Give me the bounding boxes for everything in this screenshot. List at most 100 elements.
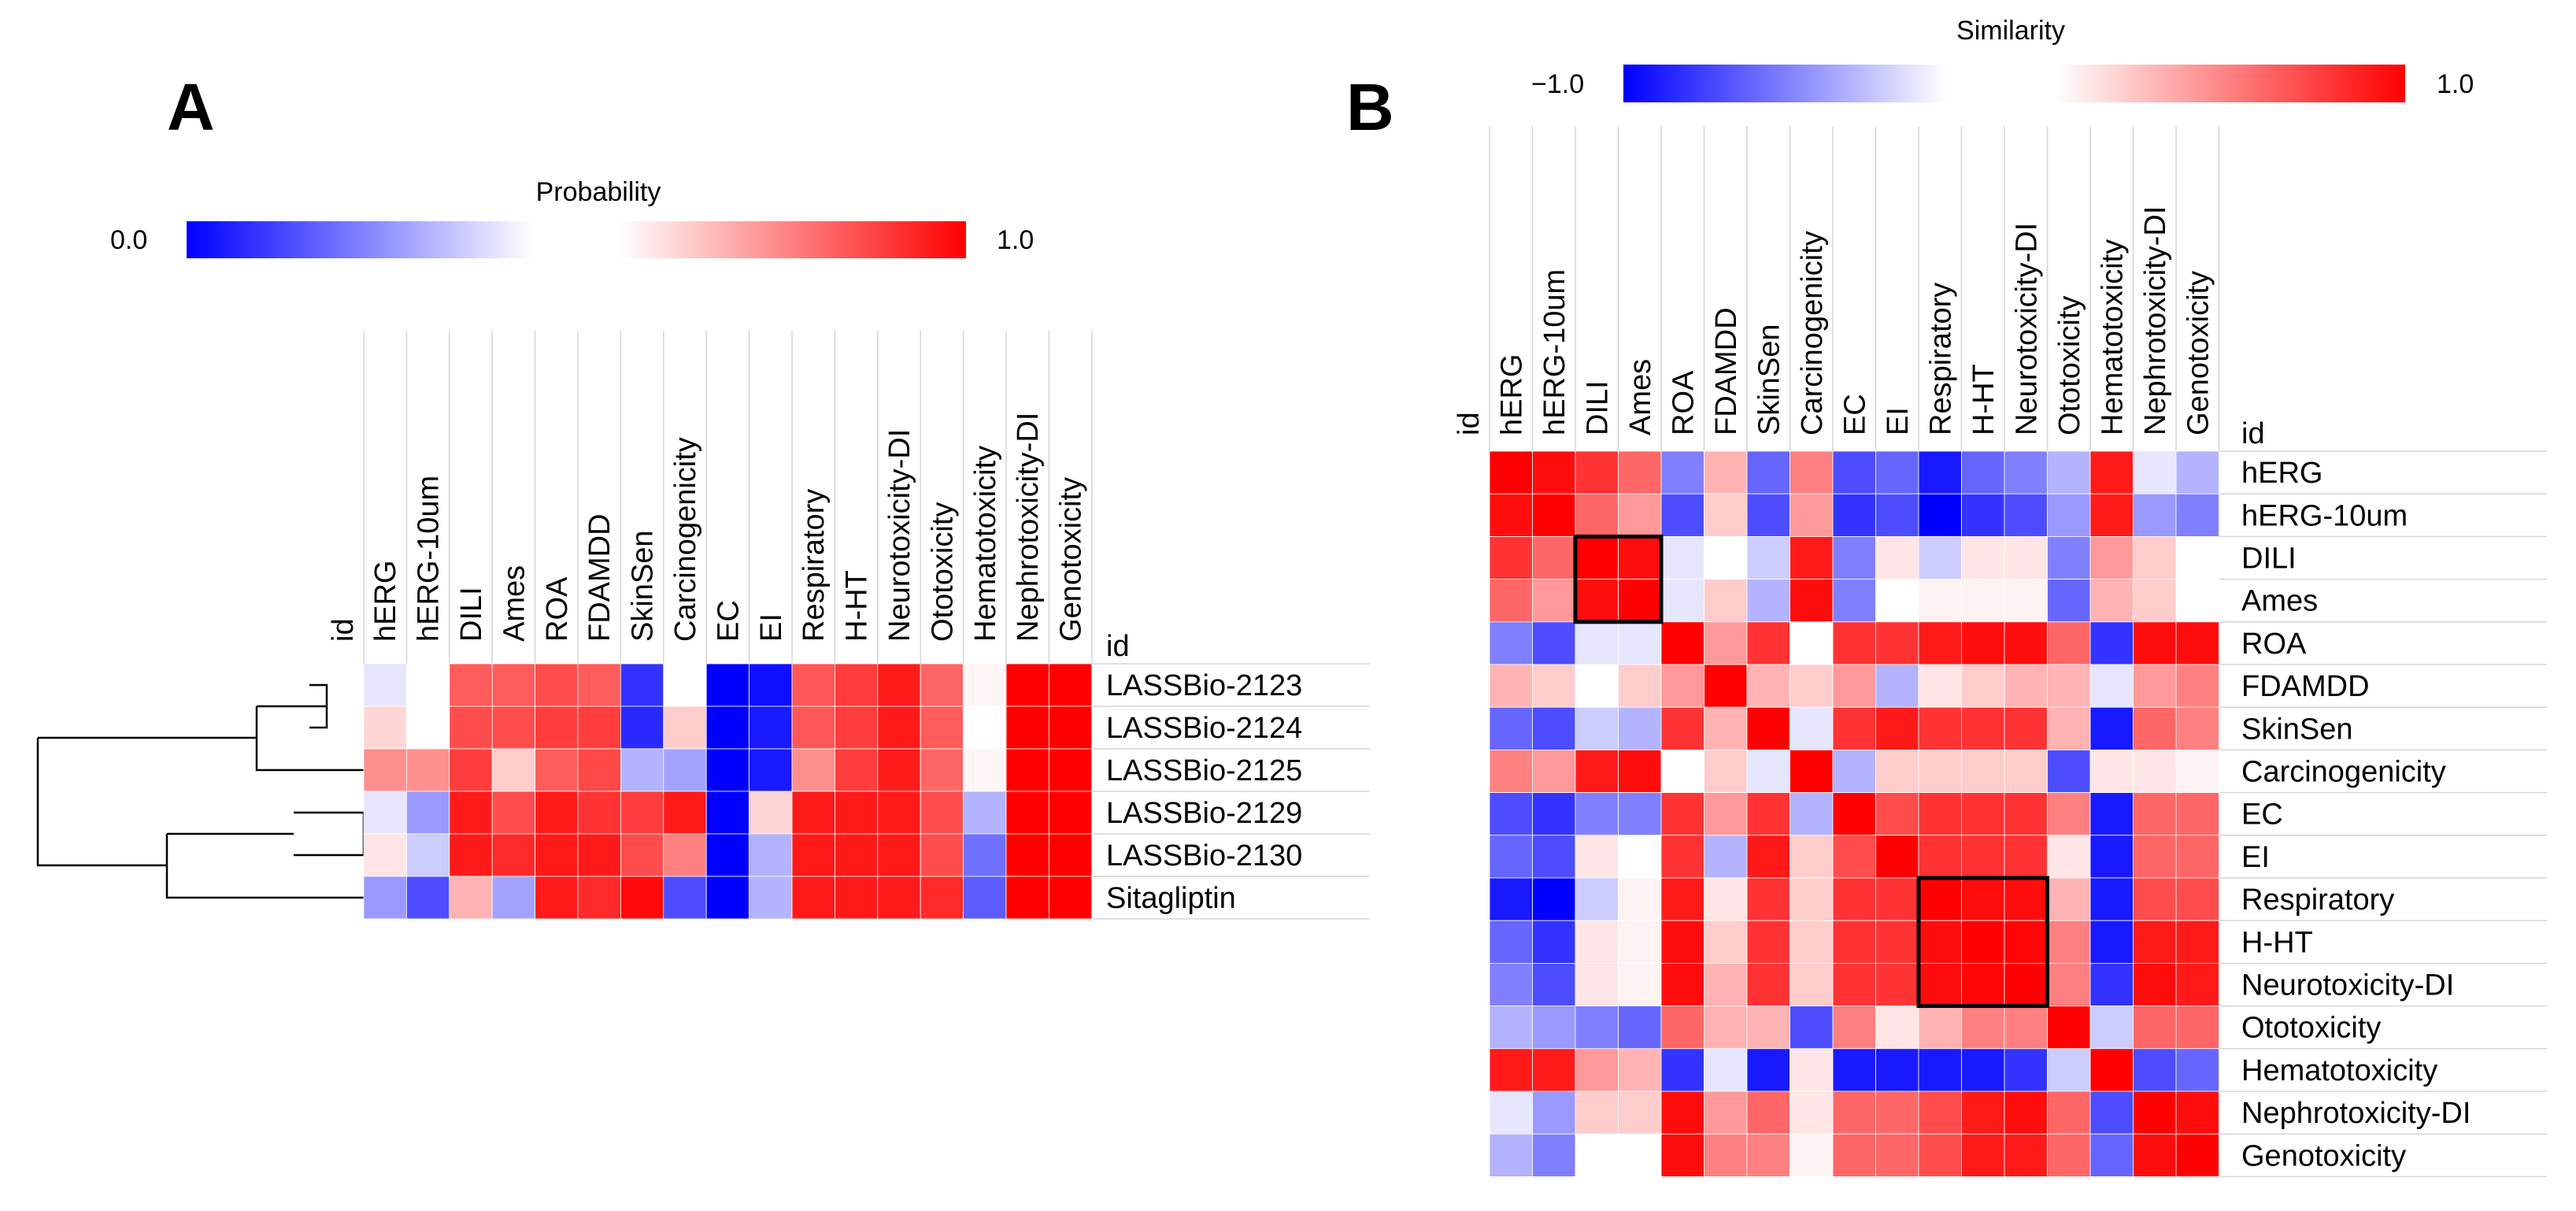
heatmap-cell — [1575, 1091, 1619, 1135]
heatmap-cell — [1918, 1005, 1962, 1050]
heatmap-cell — [535, 663, 579, 707]
heatmap-cell — [1746, 621, 1790, 665]
heatmap-cell — [1961, 493, 2005, 537]
heatmap-cell — [835, 876, 879, 920]
heatmap-cell — [1790, 963, 1834, 1007]
heatmap-cell — [2089, 835, 2134, 879]
heatmap-cell — [1961, 579, 2005, 623]
heatmap-cell — [663, 663, 707, 707]
heatmap-cell — [577, 705, 621, 750]
heatmap-cell — [1489, 706, 1533, 750]
heatmap-cell — [1961, 1091, 2005, 1135]
heatmap-cell — [2089, 664, 2134, 708]
heatmap-cell — [1532, 1048, 1576, 1092]
heatmap-cell — [2004, 1133, 2048, 1177]
heatmap-cell — [1532, 835, 1576, 879]
row-label: EI — [2241, 841, 2270, 874]
heatmap-cell — [1918, 877, 1962, 921]
heatmap-cell — [877, 876, 921, 920]
column-label: EC — [1838, 394, 1871, 435]
heatmap-cell — [535, 876, 579, 920]
heatmap-cell — [1746, 493, 1790, 537]
heatmap-cell — [1489, 664, 1533, 708]
heatmap-cell — [1790, 450, 1834, 494]
heatmap-cell — [1618, 792, 1662, 836]
heatmap-cell — [1618, 835, 1662, 879]
heatmap-cell — [1660, 750, 1704, 794]
heatmap-cell — [1961, 536, 2005, 580]
heatmap-cell — [2004, 664, 2048, 708]
heatmap-cell — [1704, 493, 1748, 537]
heatmap-cell — [2133, 621, 2177, 665]
heatmap-cell — [1660, 792, 1704, 836]
column-label: Hematotoxicity — [2096, 239, 2129, 435]
heatmap-cell — [1832, 1133, 1876, 1177]
heatmap-cell — [1489, 579, 1533, 623]
dendrogram-branch — [36, 738, 167, 867]
heatmap-cell — [749, 791, 793, 835]
heatmap-cell — [1832, 1048, 1876, 1092]
heatmap-cell — [1790, 706, 1834, 750]
heatmap-cell — [1575, 536, 1619, 580]
panel-b-colorbar-max-label: 1.0 — [2437, 69, 2474, 99]
heatmap-cell — [963, 833, 1007, 877]
column-label: DILI — [1581, 380, 1614, 435]
heatmap-cell — [1532, 664, 1576, 708]
heatmap-cell — [663, 833, 707, 877]
heatmap-cell — [1746, 1133, 1790, 1177]
row-label: LASSBio-2123 — [1106, 669, 1302, 702]
heatmap-cell — [2004, 750, 2048, 794]
heatmap-cell — [2175, 750, 2219, 794]
row-label: LASSBio-2129 — [1106, 797, 1302, 830]
heatmap-cell — [2133, 1048, 2177, 1092]
heatmap-cell — [1660, 450, 1704, 494]
heatmap-cell — [1918, 750, 1962, 794]
heatmap-cell — [1660, 621, 1704, 665]
heatmap-cell — [749, 705, 793, 750]
heatmap-cell — [1875, 835, 1919, 879]
heatmap-cell — [2133, 1133, 2177, 1177]
heatmap-cell — [1918, 835, 1962, 879]
heatmap-cell — [1918, 579, 1962, 623]
heatmap-cell — [1704, 706, 1748, 750]
heatmap-cell — [2047, 792, 2091, 836]
row-label: DILI — [2241, 543, 2297, 576]
heatmap-cell — [1532, 706, 1576, 750]
panel-b-colorbar: Similarity −1.0 1.0 — [1531, 16, 2474, 102]
heatmap-cell — [1746, 579, 1790, 623]
row-label: hERG — [2241, 457, 2322, 490]
heatmap-cell — [2089, 621, 2134, 665]
heatmap-cell — [1660, 493, 1704, 537]
column-index-label: id — [1453, 412, 1486, 435]
heatmap-cell — [1532, 963, 1576, 1007]
heatmap-cell — [1875, 1048, 1919, 1092]
heatmap-cell — [1832, 920, 1876, 964]
heatmap-cell — [1832, 493, 1876, 537]
heatmap-cell — [1532, 1005, 1576, 1050]
heatmap-cell — [2047, 963, 2091, 1007]
heatmap-cell — [2004, 450, 2048, 494]
heatmap-cell — [1746, 536, 1790, 580]
column-label: EI — [755, 613, 788, 642]
heatmap-cell — [1618, 1091, 1662, 1135]
heatmap-cell — [1746, 792, 1790, 836]
heatmap-cell — [1704, 1133, 1748, 1177]
heatmap-cell — [2004, 579, 2048, 623]
heatmap-cell — [1489, 1091, 1533, 1135]
heatmap-cell — [2047, 579, 2091, 623]
heatmap-cell — [363, 791, 407, 835]
heatmap-cell — [1832, 450, 1876, 494]
column-label: Ames — [1624, 359, 1657, 435]
heatmap-cell — [1704, 579, 1748, 623]
heatmap-cell — [2175, 493, 2219, 537]
heatmap-cell — [1618, 621, 1662, 665]
row-label: EC — [2241, 798, 2283, 831]
heatmap-cell — [1660, 835, 1704, 879]
heatmap-cell — [2004, 920, 2048, 964]
heatmap-cell — [1704, 835, 1748, 879]
heatmap-cell — [1532, 877, 1576, 921]
heatmap-cell — [1875, 621, 1919, 665]
heatmap-cell — [835, 663, 879, 707]
heatmap-cell — [920, 876, 964, 920]
